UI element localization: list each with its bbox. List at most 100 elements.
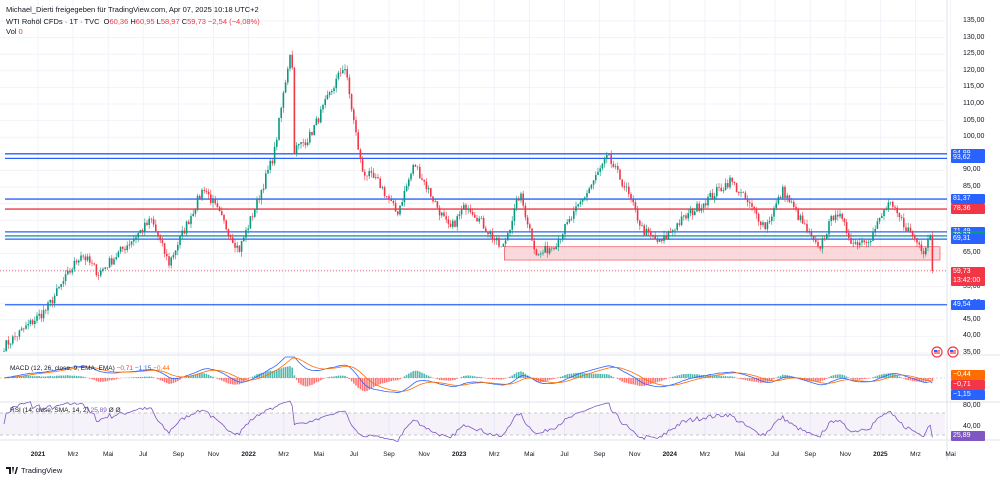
candle [45,310,47,311]
rsi-title[interactable]: RSI (14, close, SMA, 14, 2) [10,407,89,414]
candle [632,199,634,203]
macd-hist-bar [302,378,304,386]
macd-hist-bar [744,378,747,381]
macd-hist-bar [23,375,25,378]
macd-hist-bar [177,378,179,382]
macd-hist-bar [850,378,852,379]
time-tick: Mai [945,451,956,458]
symbol-name[interactable]: WTI Rohöl CFDs · 1T · TVC [6,17,100,26]
candle [720,187,722,192]
macd-hist-bar [716,375,718,378]
candle [97,275,100,276]
candle [273,146,276,164]
price-tick: 90,00 [963,166,981,174]
macd-hist-bar [513,373,516,378]
macd-hist-bar [755,378,758,382]
candle [267,169,269,174]
candle [443,212,445,217]
macd-hist-bar [883,373,885,378]
macd-hist-bar [346,376,348,378]
candle [62,281,65,284]
macd-hist-bar [645,378,648,386]
candle [95,264,98,276]
candle [335,78,337,89]
macd-hist-bar [42,376,45,378]
macd-hist-bar [905,378,907,380]
candle [421,178,423,180]
level-label: 78,36 [951,204,985,215]
macd-hist-bar [445,378,447,381]
candle [667,232,670,239]
candle [771,216,773,221]
macd-hist-bar [623,378,626,383]
candle [669,232,672,233]
macd-hist-bar [170,378,172,384]
open-label: O [103,17,110,26]
macd-hist-bar [467,375,469,378]
candle [339,72,342,74]
candle [909,227,912,232]
macd-hist-bar [216,378,219,379]
candle [925,247,927,255]
macd-hist-bar [443,378,445,381]
candle [713,196,716,199]
candle [709,192,711,197]
candle [907,227,909,232]
candle [535,249,538,256]
candle [788,195,791,202]
low-label: L [156,17,161,26]
candle [471,212,474,215]
macd-hist-bar [295,378,298,380]
candle [568,218,571,223]
candle [685,215,687,219]
macd-hist-bar [773,378,775,379]
candle [89,256,91,263]
candle [73,260,76,270]
candle [672,230,674,233]
macd-hist-bar [447,378,450,381]
candle [172,254,175,258]
macd-hist-bar [753,378,755,382]
macd-title[interactable]: MACD (12, 26, close, 9, EMA, EMA) [10,365,115,372]
macd-hist-bar [546,378,549,381]
macd-hist-bar [419,371,421,378]
macd-hist-bar [333,376,335,378]
macd-hist-bar [161,378,164,382]
candle [474,214,476,218]
macd-hist-bar [491,378,494,380]
rsi-axis-80: 80,00 [963,402,981,409]
macd-hist-bar [102,378,104,382]
candle [856,242,859,246]
candle [920,244,923,252]
macd-hist-bar [839,374,841,378]
vol-value: 0 [18,27,23,36]
candle [333,88,335,92]
candle [859,242,861,246]
candle [14,336,16,338]
candle [606,155,608,159]
macd-hist-bar [672,376,674,378]
candle [592,180,595,185]
candle [900,217,903,219]
candle [546,245,549,254]
macd-hist-bar [225,378,227,383]
candle [650,231,652,235]
macd-hist-bar [566,374,568,378]
macd-hist-bar [238,378,241,385]
candle [694,211,696,216]
tradingview-logo[interactable]: TradingView [6,466,62,475]
candle [874,228,876,232]
macd-hist-bar [172,378,175,384]
candle [760,221,762,226]
macd-hist-bar [397,378,399,381]
candle [408,179,410,187]
macd-signal-label: −0,44 [951,370,985,380]
price-tick: 105,00 [963,116,985,124]
macd-hist-bar [696,374,698,378]
candle [438,207,441,216]
macd-hist-bar [749,378,751,382]
macd-hist-bar [353,378,355,384]
candle [106,267,109,269]
candle [196,195,199,210]
